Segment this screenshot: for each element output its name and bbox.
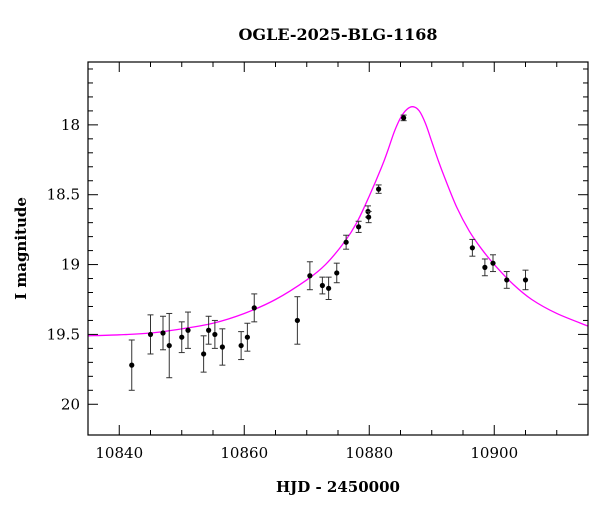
y-tick-label: 19.5: [47, 325, 80, 343]
plot-frame: [87, 61, 589, 436]
data-point: [179, 334, 185, 340]
x-tick-label: 10840: [95, 444, 143, 462]
y-tick-label: 18: [61, 116, 80, 134]
data-point: [401, 115, 407, 121]
data-point: [201, 351, 207, 357]
y-tick-label: 18.5: [47, 186, 80, 204]
data-point: [212, 331, 218, 338]
data-point: [522, 277, 529, 283]
x-tick-label: 10860: [220, 444, 268, 462]
data-point: [504, 277, 510, 283]
data-point: [356, 224, 362, 230]
chart-title: OGLE-2025-BLG-1168: [238, 25, 437, 44]
data-point: [469, 245, 475, 251]
data-point: [366, 214, 372, 220]
x-tick-label: 10900: [470, 444, 518, 462]
y-tick-label: 20: [61, 395, 80, 413]
data-point: [166, 342, 172, 349]
data-point: [185, 327, 191, 333]
x-axis-label: HJD - 2450000: [276, 478, 400, 496]
data-point: [244, 334, 250, 340]
data-point: [307, 273, 313, 279]
data-point: [238, 342, 244, 349]
y-tick-label: 19: [61, 256, 80, 274]
model-curve: [87, 106, 589, 337]
data-point: [160, 330, 166, 336]
data-point: [251, 305, 257, 311]
y-axis-label: I magnitude: [12, 197, 30, 300]
data-point: [334, 270, 340, 276]
data-point: [490, 260, 496, 266]
data-point: [294, 317, 300, 324]
x-tick-label: 10880: [345, 444, 393, 462]
data-point: [482, 264, 488, 270]
data-point: [319, 282, 325, 289]
data-point: [326, 285, 332, 291]
data-point: [129, 362, 135, 368]
data-point: [376, 186, 382, 192]
data-point: [147, 331, 154, 338]
data-point: [343, 239, 349, 245]
plot-area: 10840 10860 10880 10900 18 18.5 19 19.5 20: [47, 62, 589, 462]
data-point: [219, 344, 225, 350]
data-point: [206, 327, 212, 333]
